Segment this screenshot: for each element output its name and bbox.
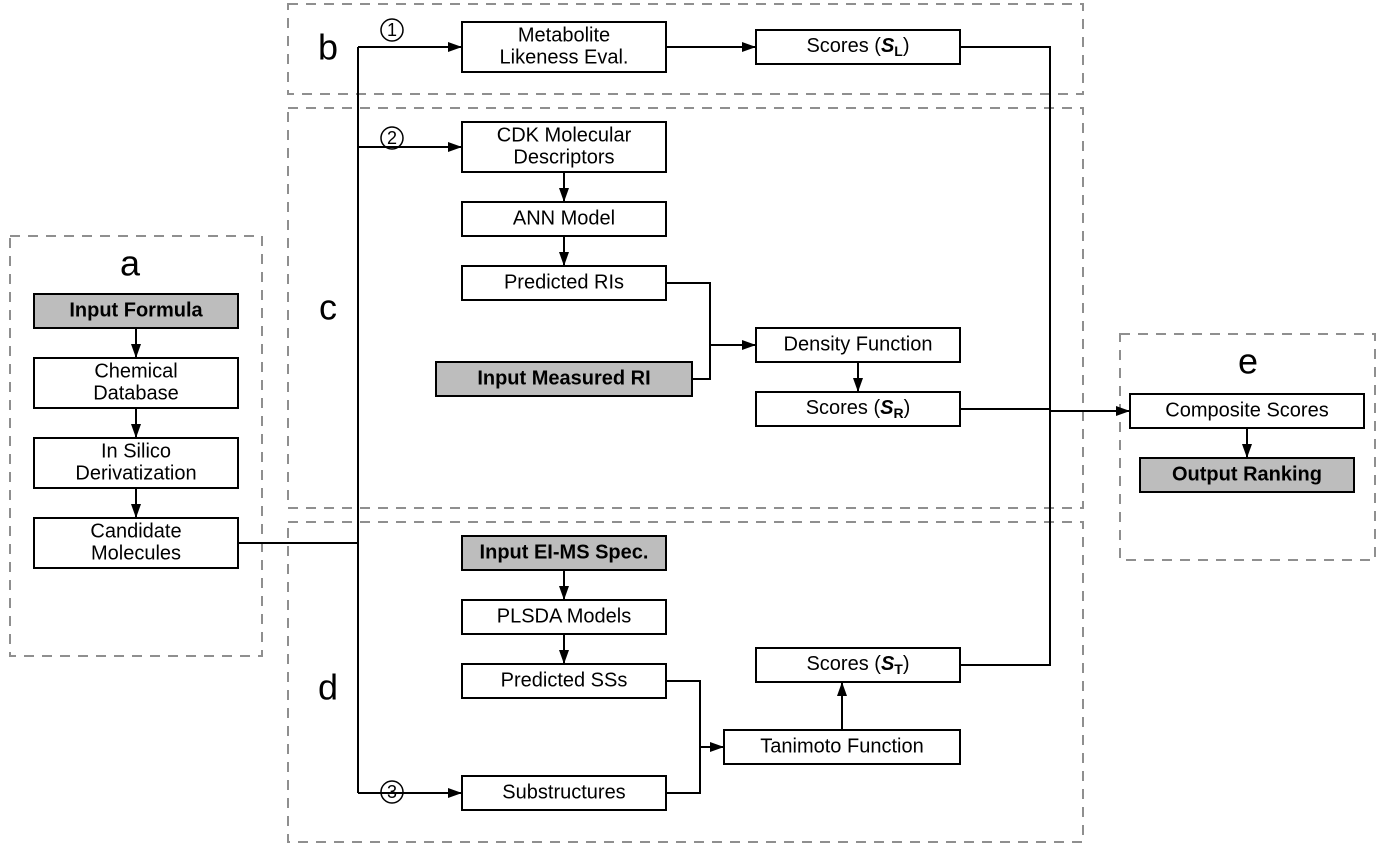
node-label-inFormula: Input Formula [69,299,203,321]
panel-label-b: b [318,27,338,68]
panel-c [288,108,1083,508]
node-label-cdk-1: Descriptors [513,146,614,168]
panel-label-d: d [318,667,338,708]
node-label-deriv-1: Derivatization [75,462,196,484]
circled-num-1: 1 [387,20,397,40]
panel-label-a: a [120,243,141,284]
node-label-composite: Composite Scores [1165,399,1328,421]
circled-num-3: 3 [387,782,397,802]
node-label-deriv-0: In Silico [101,440,171,462]
node-label-density: Density Function [784,333,933,355]
node-label-metLike-0: Metabolite [518,24,610,46]
panel-b [288,4,1083,94]
node-label-metLike-1: Likeness Eval. [500,46,629,68]
node-label-predSS: Predicted SSs [501,669,628,691]
node-label-ranking: Output Ranking [1172,463,1322,485]
node-label-cand-1: Molecules [91,542,181,564]
node-label-cdk-0: CDK Molecular [497,124,632,146]
node-label-chemDB-1: Database [93,382,179,404]
node-label-scoresL: Scores (SL) [806,35,909,58]
node-label-predRI: Predicted RIs [504,271,624,293]
node-label-ann: ANN Model [513,207,615,229]
panel-label-c: c [319,287,337,328]
node-label-substr: Substructures [502,781,625,803]
node-label-chemDB-0: Chemical [94,360,177,382]
node-label-cand-0: Candidate [90,520,181,542]
node-label-inEIMS: Input EI-MS Spec. [480,541,649,563]
node-label-inRI: Input Measured RI [477,367,650,389]
circled-num-2: 2 [387,128,397,148]
node-label-plsda: PLSDA Models [497,605,632,627]
node-label-scoresT: Scores (ST) [806,653,909,676]
node-label-tanimoto: Tanimoto Function [760,735,923,757]
panel-label-e: e [1238,341,1258,382]
